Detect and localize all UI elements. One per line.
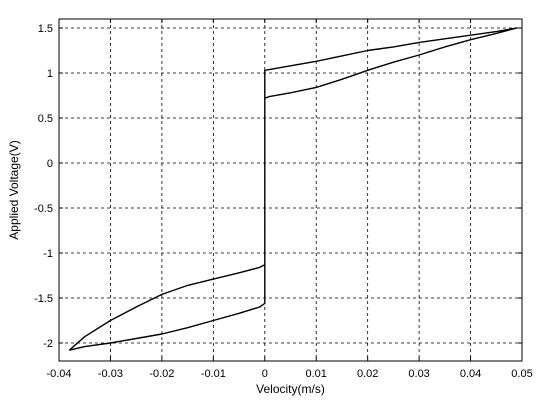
tick-labels: -0.04 -0.03 -0.02 -0.01 0 0.01 0.02 0.03 0.04 0.0… — [34, 23, 533, 380]
x-tick-label: 0.04 — [460, 368, 481, 380]
x-tick-label: 0 — [262, 368, 268, 380]
y-tick-label: 1.5 — [38, 23, 53, 35]
x-tick-label: 0.02 — [357, 368, 378, 380]
series-layer — [68, 27, 518, 351]
x-tick-label: -0.01 — [201, 368, 226, 380]
y-tick-label: -0.5 — [34, 203, 53, 215]
y-tick-label: -1.5 — [34, 293, 53, 305]
x-tick-label: 0.05 — [511, 368, 532, 380]
x-tick-label: -0.03 — [98, 368, 123, 380]
y-tick-label: 0 — [47, 158, 53, 170]
x-tick-label: 0.01 — [306, 368, 327, 380]
series-line — [68, 27, 518, 351]
x-tick-label: -0.02 — [149, 368, 174, 380]
y-tick-label: -1 — [43, 248, 53, 260]
grid — [59, 19, 522, 361]
x-axis-label: Velocity(m/s) — [256, 382, 325, 396]
plot-frame — [58, 18, 523, 362]
x-tick-label: -0.04 — [46, 368, 71, 380]
y-axis-label: Applied Voltage(V) — [7, 140, 21, 239]
plot-area — [59, 19, 522, 361]
y-tick-label: 1 — [47, 68, 53, 80]
y-tick-label: -2 — [43, 338, 53, 350]
ticks — [58, 19, 523, 361]
y-tick-label: 0.5 — [38, 113, 53, 125]
x-tick-label: 0.03 — [408, 368, 429, 380]
